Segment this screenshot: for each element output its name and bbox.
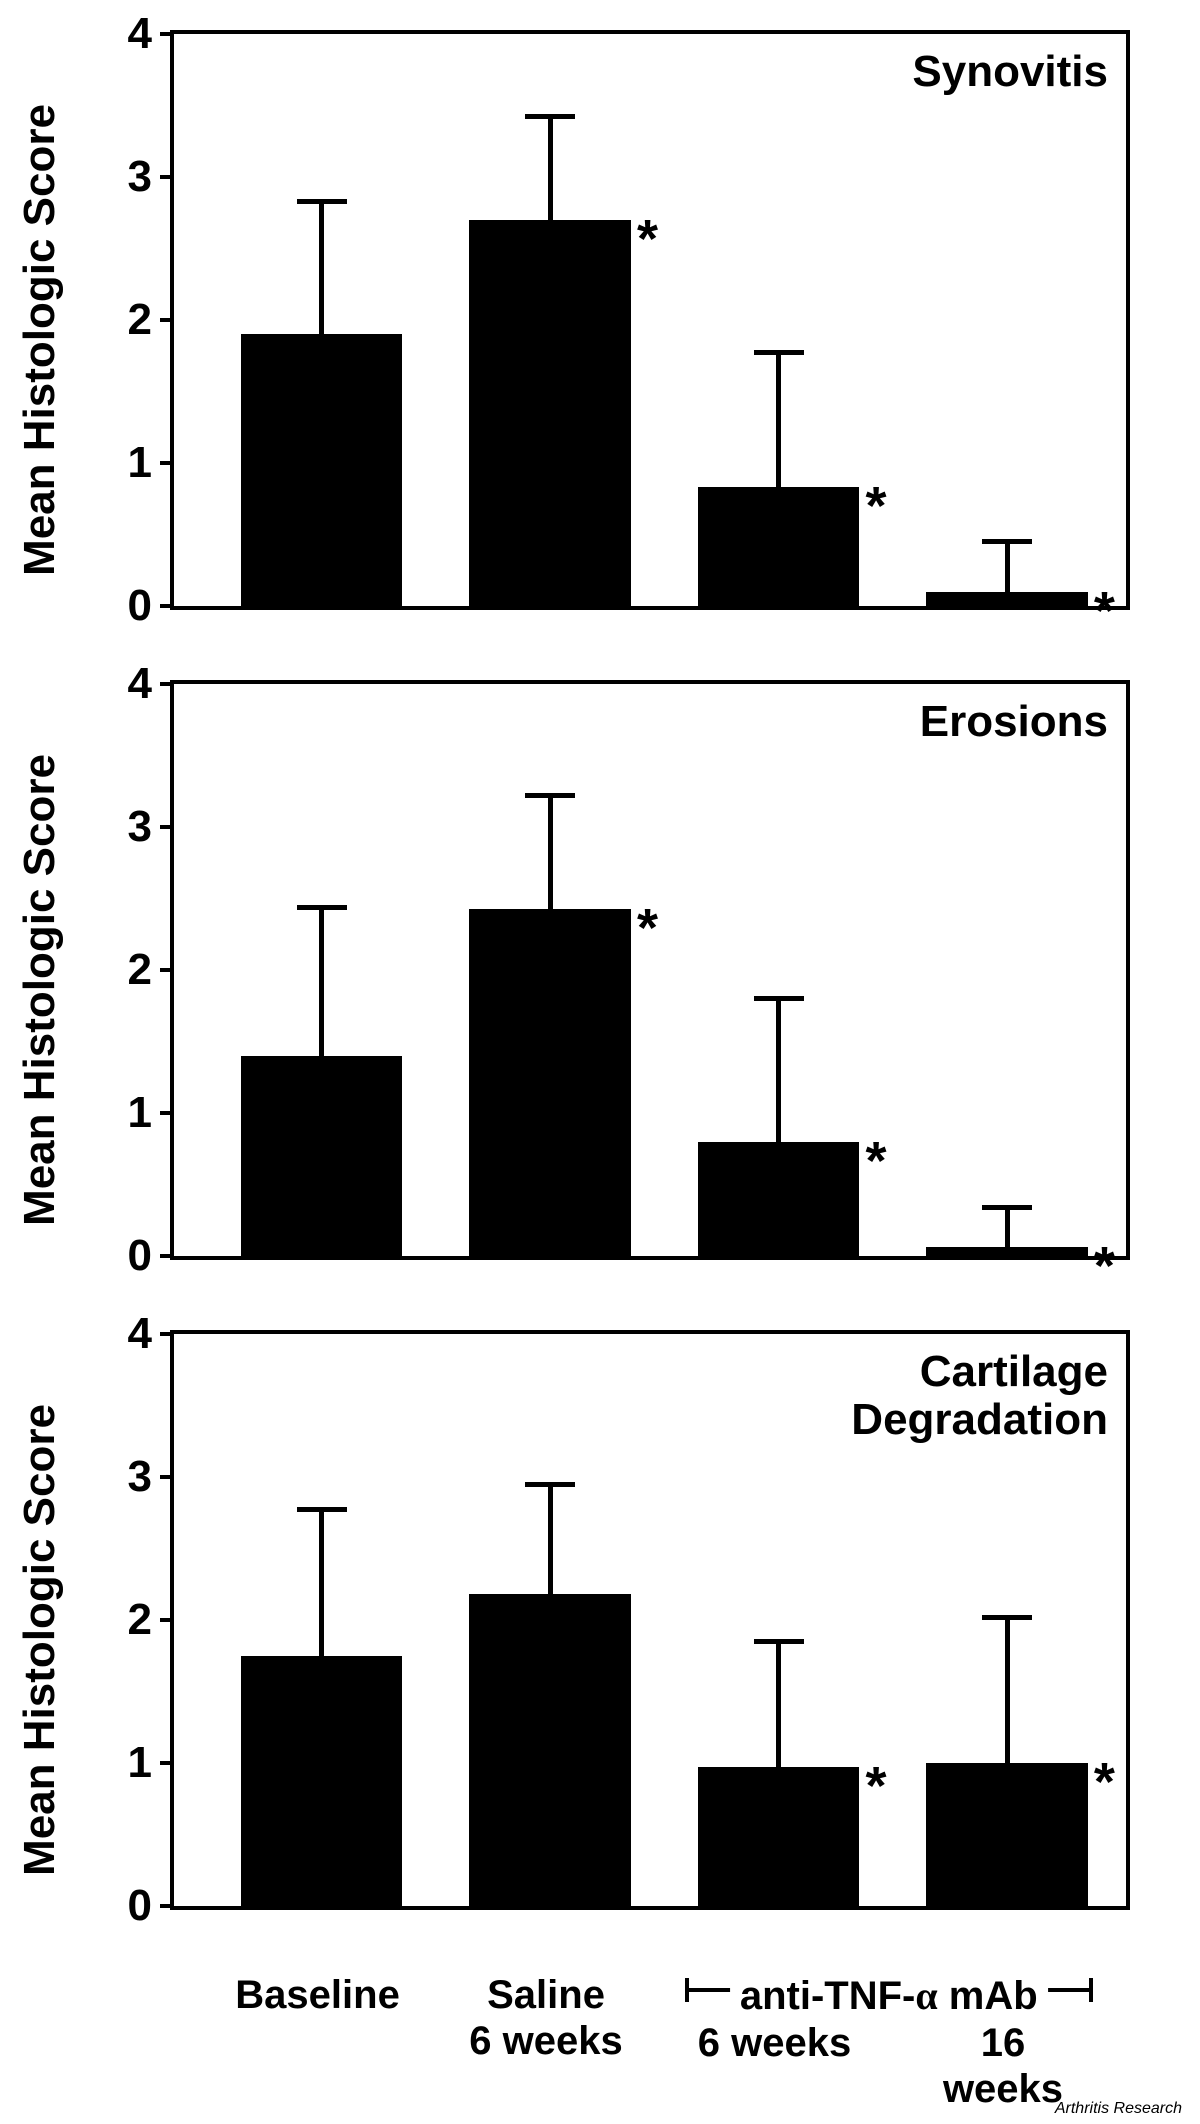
bar [698, 1767, 860, 1906]
significance-star-icon: * [865, 1134, 886, 1188]
bar [469, 1594, 631, 1906]
bracket-tick [685, 1978, 689, 2002]
footer-credit: Arthritis Research [1055, 2100, 1182, 2118]
chart-panel: Mean Histologic Score01234Synovitis*** [60, 30, 1140, 650]
y-axis-label: Mean Histologic Score [15, 104, 65, 576]
x-category-line1: 16 weeks [940, 2020, 1067, 2112]
chart-stack: Mean Histologic Score01234Synovitis***Me… [60, 30, 1140, 1980]
y-tick-label: 2 [128, 295, 174, 345]
error-bar [776, 353, 781, 487]
error-cap [754, 996, 804, 1001]
x-category-line1: Saline [469, 1972, 622, 2018]
bracket-tick [1089, 1978, 1093, 2002]
y-tick-label: 2 [128, 945, 174, 995]
y-tick-label: 3 [128, 802, 174, 852]
bracket-label-text: mAb [938, 1974, 1038, 2018]
y-tick-label: 2 [128, 1595, 174, 1645]
x-category-line2: 6 weeks [469, 2018, 622, 2064]
y-tick-label: 0 [128, 1881, 174, 1931]
group-bracket-label: anti-TNF-α mAb [730, 1972, 1048, 2019]
error-cap [525, 793, 575, 798]
error-bar [319, 907, 324, 1056]
error-bar [1005, 1207, 1010, 1247]
y-tick-label: 0 [128, 1231, 174, 1281]
error-cap [982, 1615, 1032, 1620]
error-cap [525, 114, 575, 119]
error-bar [776, 999, 781, 1142]
error-bar [1005, 1617, 1010, 1763]
bracket-label-text: anti-TNF- [740, 1974, 916, 2018]
bar [926, 592, 1088, 606]
x-category-label: Saline6 weeks [469, 1972, 622, 2064]
error-cap [754, 1639, 804, 1644]
bar [926, 1763, 1088, 1906]
x-category-label: Baseline [235, 1972, 400, 2018]
error-bar [319, 201, 324, 334]
significance-star-icon: * [637, 212, 658, 266]
error-bar [548, 1484, 553, 1594]
error-cap [297, 199, 347, 204]
y-axis-label: Mean Histologic Score [15, 1404, 65, 1876]
y-tick-label: 0 [128, 581, 174, 631]
significance-star-icon: * [1094, 1755, 1115, 1809]
plot-area: 01234Synovitis*** [170, 30, 1130, 610]
bar [241, 1056, 403, 1256]
y-tick-label: 1 [128, 1088, 174, 1138]
error-bar [548, 117, 553, 220]
error-cap [297, 905, 347, 910]
y-tick-label: 3 [128, 152, 174, 202]
significance-star-icon: * [1094, 584, 1115, 638]
error-cap [982, 539, 1032, 544]
error-cap [754, 350, 804, 355]
chart-panel: Mean Histologic Score01234Erosions*** [60, 680, 1140, 1300]
panel-title: Synovitis [912, 48, 1108, 96]
chart-panel: Mean Histologic Score01234CartilageDegra… [60, 1330, 1140, 1950]
panel-title: Erosions [920, 698, 1108, 746]
bar [698, 487, 860, 606]
error-cap [525, 1482, 575, 1487]
x-category-label: 6 weeks [698, 2020, 851, 2066]
y-tick-label: 3 [128, 1452, 174, 1502]
error-cap [982, 1205, 1032, 1210]
y-tick-label: 1 [128, 1738, 174, 1788]
bar [241, 1656, 403, 1906]
plot-area: 01234Erosions*** [170, 680, 1130, 1260]
x-category-line1: 6 weeks [698, 2020, 851, 2066]
x-category-label: 16 weeks [940, 2020, 1067, 2112]
bar [469, 220, 631, 606]
significance-star-icon: * [865, 1759, 886, 1813]
y-axis-label: Mean Histologic Score [15, 754, 65, 1226]
bracket-label-greek: α [915, 1973, 937, 2018]
page-root: Mean Histologic Score 0 1 2 3 4 Synovitis * * * Me… [0, 0, 1200, 2124]
plot-area: 01234CartilageDegradation** [170, 1330, 1130, 1910]
y-tick-label: 4 [128, 1309, 174, 1359]
error-bar [1005, 542, 1010, 592]
panel-title: CartilageDegradation [851, 1348, 1108, 1445]
bar [926, 1247, 1088, 1256]
significance-star-icon: * [865, 479, 886, 533]
y-tick-label: 1 [128, 438, 174, 488]
bar [241, 334, 403, 606]
x-category-line1: Baseline [235, 1972, 400, 2018]
y-tick-label: 4 [128, 659, 174, 709]
bar [698, 1142, 860, 1256]
bar [469, 909, 631, 1256]
y-tick-label: 4 [128, 9, 174, 59]
error-cap [297, 1507, 347, 1512]
significance-star-icon: * [637, 901, 658, 955]
error-bar [319, 1510, 324, 1656]
error-bar [548, 796, 553, 909]
significance-star-icon: * [1094, 1239, 1115, 1293]
error-bar [776, 1641, 781, 1767]
